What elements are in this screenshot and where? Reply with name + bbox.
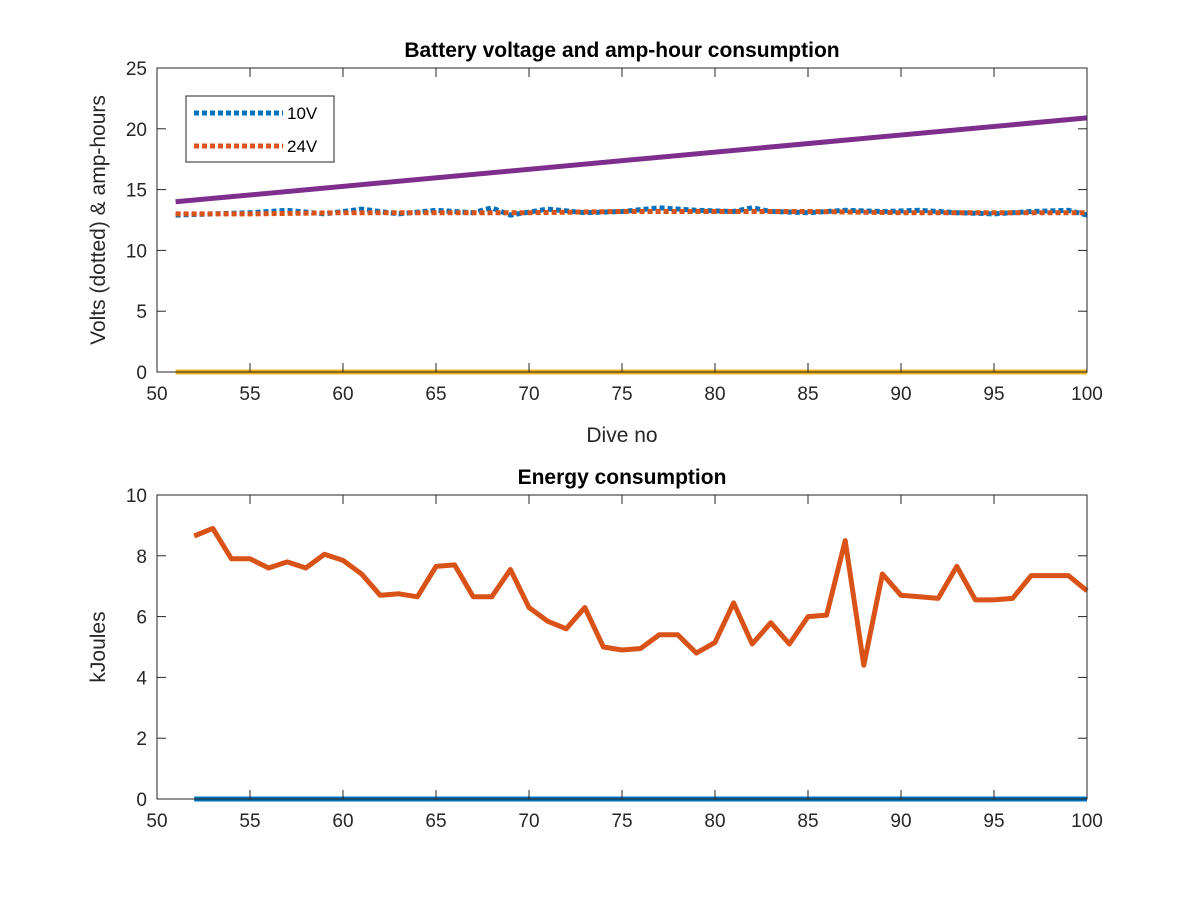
x-tick-label: 55: [239, 811, 260, 832]
legend: 10V 24V: [185, 95, 335, 163]
y-tick-label: 4: [136, 668, 147, 689]
y-tick-label: 20: [126, 120, 147, 141]
x-tick-label: 65: [425, 811, 446, 832]
x-tick-label: 50: [146, 384, 167, 405]
series-line-series-2: [175, 115, 1088, 205]
y-tick-label: 15: [126, 181, 147, 202]
legend-label-24v: 24V: [287, 137, 318, 156]
chart-title: Energy consumption: [518, 466, 727, 489]
legend-label-10v: 10V: [287, 104, 318, 123]
y-tick-label: 2: [136, 729, 147, 750]
series-line-24v: [175, 209, 1087, 217]
x-tick-label: 55: [239, 384, 260, 405]
x-tick-label: 80: [704, 384, 725, 405]
y-tick-label: 10: [126, 241, 147, 262]
voltage-chart-panel: Battery voltage and amp-hour consumption…: [87, 39, 1103, 447]
x-tick-label: 90: [890, 384, 911, 405]
x-tick-label: 100: [1071, 811, 1103, 832]
x-tick-label: 80: [704, 811, 725, 832]
series-line-series-0: [193, 525, 1089, 668]
y-axis-label: Volts (dotted) & amp-hours: [87, 95, 110, 345]
x-tick-label: 70: [518, 384, 539, 405]
y-tick-label: 6: [136, 608, 147, 629]
x-tick-label: 65: [425, 384, 446, 405]
y-tick-label: 0: [136, 363, 147, 384]
x-axis-label: Dive no: [586, 424, 657, 447]
y-tick-label: 10: [126, 486, 147, 507]
x-tick-label: 60: [332, 811, 353, 832]
plot-area: [157, 495, 1087, 799]
x-tick-label: 85: [797, 811, 818, 832]
x-tick-label: 100: [1071, 384, 1103, 405]
x-tick-label: 50: [146, 811, 167, 832]
x-tick-label: 95: [983, 384, 1004, 405]
x-tick-label: 75: [611, 811, 632, 832]
tick-group: 50 55 60 65 70 75 80 85 90 95 100 0 2 4 6 8 10: [126, 486, 1103, 832]
y-tick-label: 25: [126, 59, 147, 80]
x-tick-label: 60: [332, 384, 353, 405]
legend-box: [185, 95, 335, 163]
x-tick-label: 70: [518, 811, 539, 832]
y-axis-label: kJoules: [87, 611, 110, 682]
y-tick-label: 5: [136, 302, 147, 323]
x-tick-label: 75: [611, 384, 632, 405]
energy-chart-panel: Energy consumption kJoules 50 55 60 65 70 75 8…: [87, 466, 1103, 832]
x-tick-label: 95: [983, 811, 1004, 832]
x-tick-label: 90: [890, 811, 911, 832]
y-tick-label: 8: [136, 547, 147, 568]
y-tick-label: 0: [136, 790, 147, 811]
x-tick-label: 85: [797, 384, 818, 405]
chart-title: Battery voltage and amp-hour consumption: [404, 39, 839, 62]
tick-group: 50 55 60 65 70 75 80 85 90 95 100 0 5 10 15 20 25: [126, 59, 1103, 405]
